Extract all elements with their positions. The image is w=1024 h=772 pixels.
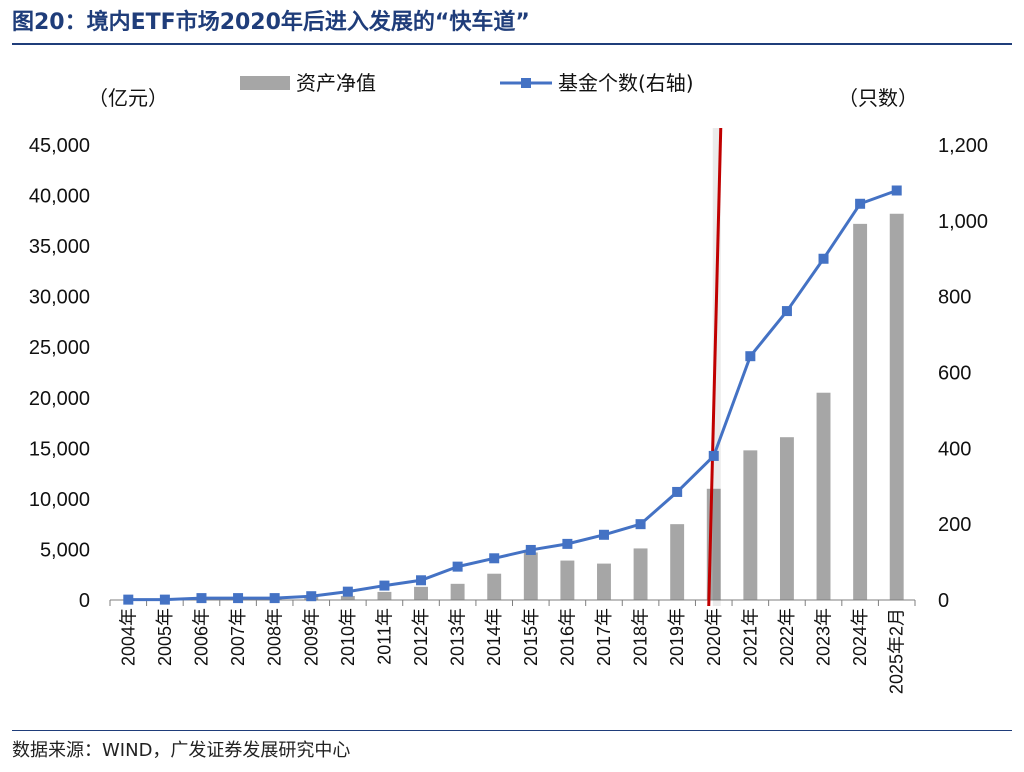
line-series xyxy=(123,185,902,605)
line-point-17 xyxy=(745,351,756,362)
line-point-0 xyxy=(123,594,134,605)
left-tick-label-6: 30,000 xyxy=(29,287,90,309)
left-tick-label-8: 40,000 xyxy=(29,186,90,208)
bar-15 xyxy=(670,524,685,600)
line-point-18 xyxy=(781,306,792,317)
right-tick-label-1: 200 xyxy=(938,514,971,536)
line-point-10 xyxy=(489,553,500,564)
x-tick-label-1: 2005年 xyxy=(155,608,175,666)
bar-series xyxy=(121,213,904,600)
left-tick-label-5: 25,000 xyxy=(29,337,90,359)
marker-line-shadow xyxy=(712,128,721,606)
x-tick-label-16: 2020年 xyxy=(704,608,724,666)
left-tick-label-2: 10,000 xyxy=(29,489,90,511)
x-tick-label-3: 2007年 xyxy=(228,608,248,666)
x-tick-label-6: 2010年 xyxy=(338,608,358,666)
source-note: 数据来源：WIND，广发证券发展研究中心 xyxy=(12,740,351,761)
bar-19 xyxy=(816,392,831,600)
x-tick-label-8: 2012年 xyxy=(411,608,431,666)
bar-9 xyxy=(450,583,465,600)
bar-12 xyxy=(560,560,575,600)
bar-7 xyxy=(377,591,392,600)
right-tick-label-5: 1,000 xyxy=(938,211,988,233)
line-point-3 xyxy=(233,593,244,604)
x-tick-label-19: 2023年 xyxy=(814,608,834,666)
x-tick-label-21: 2025年2月 xyxy=(887,608,907,694)
chart-legend: 资产净值 基金个数(右轴) xyxy=(240,71,694,95)
bar-17 xyxy=(743,450,758,600)
line-point-4 xyxy=(269,593,280,604)
x-tick-label-13: 2017年 xyxy=(594,608,614,666)
x-tick-label-11: 2015年 xyxy=(521,608,541,666)
marker-line-group xyxy=(707,127,723,607)
bar-13 xyxy=(597,563,611,600)
x-tick-label-18: 2022年 xyxy=(777,608,797,666)
x-tick-label-20: 2024年 xyxy=(850,608,870,666)
line-point-21 xyxy=(891,185,902,196)
line-point-7 xyxy=(379,580,390,591)
bar-20 xyxy=(853,223,868,600)
left-axis-unit: （亿元） xyxy=(88,86,168,110)
legend-line-marker xyxy=(521,78,531,88)
title-underline xyxy=(12,43,1012,45)
line-point-1 xyxy=(159,594,170,605)
left-tick-label-7: 35,000 xyxy=(29,236,90,258)
right-tick-label-4: 800 xyxy=(938,287,971,309)
figure-title-text: 境内ETF市场2020年后进入发展的“快车道” xyxy=(86,10,530,35)
line-path xyxy=(128,189,898,602)
line-point-14 xyxy=(635,519,646,530)
legend-bar-label: 资产净值 xyxy=(296,71,376,95)
x-tick-label-15: 2019年 xyxy=(667,608,687,666)
x-tick-label-12: 2016年 xyxy=(557,608,577,666)
x-tick-label-4: 2008年 xyxy=(265,608,285,666)
left-tick-label-4: 20,000 xyxy=(29,388,90,410)
line-point-13 xyxy=(598,529,609,540)
x-tick-label-14: 2018年 xyxy=(631,608,651,666)
bar-6 xyxy=(340,595,355,600)
line-point-5 xyxy=(306,591,317,602)
bar-21 xyxy=(889,213,904,600)
bar-11 xyxy=(523,552,538,600)
line-point-11 xyxy=(525,544,536,555)
x-tick-label-0: 2004年 xyxy=(118,608,138,666)
x-tick-label-10: 2014年 xyxy=(484,608,504,666)
line-point-9 xyxy=(452,561,463,572)
x-tick-label-9: 2013年 xyxy=(448,608,468,666)
line-point-16 xyxy=(708,450,719,461)
right-axis-unit: （只数） xyxy=(838,86,918,110)
legend-line-label: 基金个数(右轴) xyxy=(558,71,694,95)
line-point-20 xyxy=(855,198,866,209)
chart-axes: 2004年 2005年 2006年 2007年 2008年 2009年 2010年 2011年… xyxy=(29,86,988,694)
line-point-6 xyxy=(342,586,353,597)
legend-bar-swatch xyxy=(240,76,290,90)
right-tick-label-0: 0 xyxy=(938,590,949,612)
marker-line xyxy=(707,127,723,607)
line-point-15 xyxy=(672,486,683,497)
left-tick-label-3: 15,000 xyxy=(29,438,90,460)
left-tick-label-9: 45,000 xyxy=(29,135,90,157)
left-tick-label-0: 0 xyxy=(79,590,90,612)
line-point-12 xyxy=(562,538,573,549)
line-point-8 xyxy=(416,575,427,586)
bar-10 xyxy=(487,573,502,600)
bar-8 xyxy=(414,586,428,600)
line-point-19 xyxy=(818,253,829,264)
right-tick-label-3: 600 xyxy=(938,363,971,385)
x-tick-label-5: 2009年 xyxy=(301,608,321,666)
line-point-2 xyxy=(196,593,207,604)
x-tick-label-17: 2021年 xyxy=(740,608,760,666)
right-tick-label-6: 1,200 xyxy=(938,135,988,157)
source-divider xyxy=(12,730,1012,731)
bar-18 xyxy=(779,437,794,600)
x-tick-label-7: 2011年 xyxy=(374,608,394,665)
bar-14 xyxy=(633,548,648,600)
figure-title: 图20：境内ETF市场2020年后进入发展的“快车道” xyxy=(12,6,530,40)
figure-number: 图20： xyxy=(12,10,87,35)
x-tick-label-2: 2006年 xyxy=(191,608,211,666)
right-tick-label-2: 400 xyxy=(938,438,971,460)
left-tick-label-1: 5,000 xyxy=(40,539,90,561)
